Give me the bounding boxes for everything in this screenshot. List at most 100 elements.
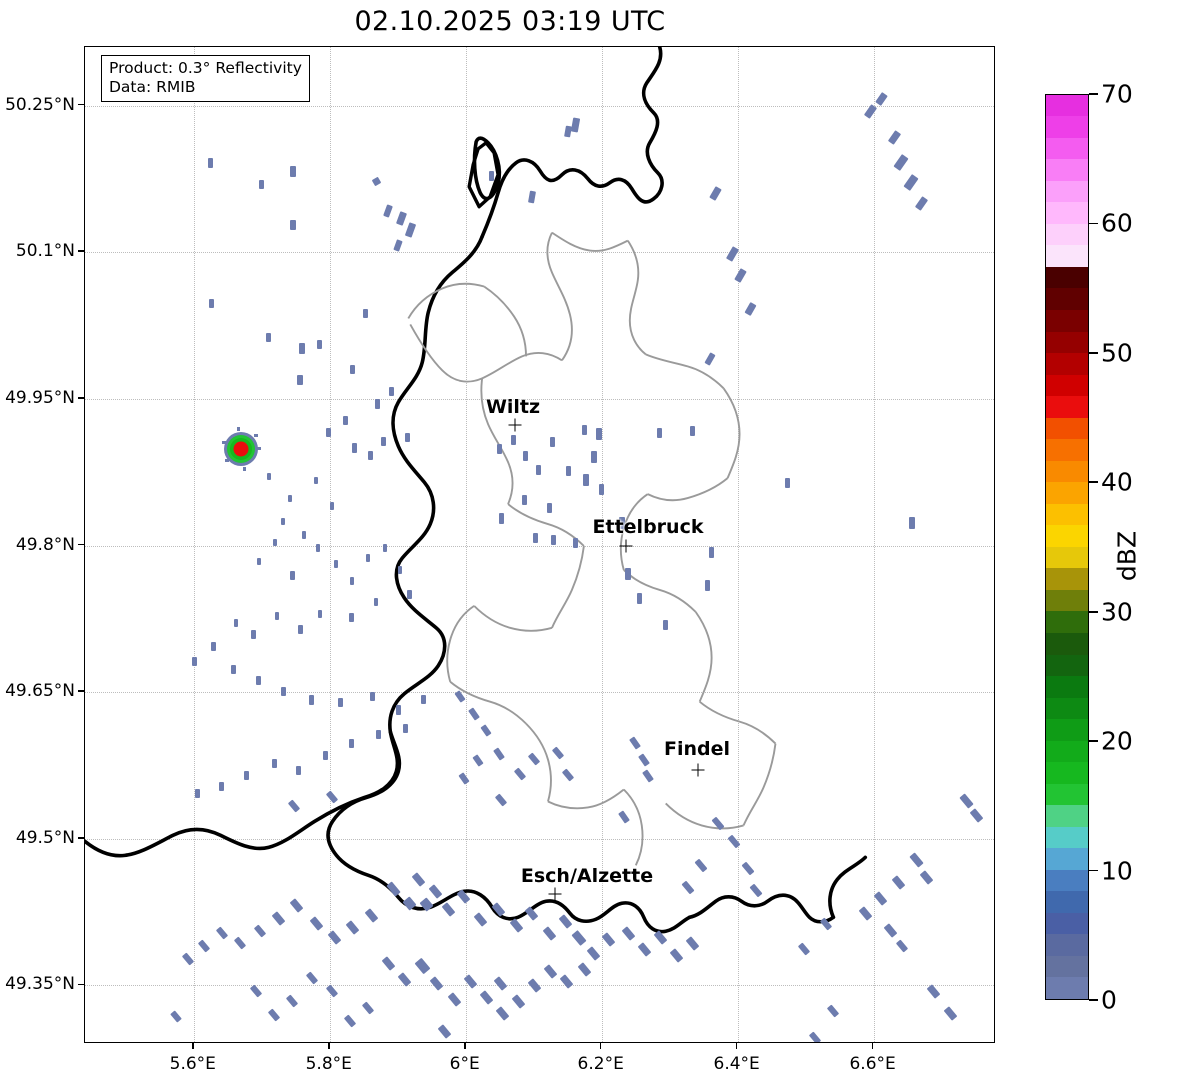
admin-boundary-11 [551,545,585,629]
radar-echo-pixel [267,473,271,480]
radar-echo-pixel [407,590,412,599]
y-axis-tick-label: 49.5°N [15,827,75,848]
colorbar-band [1046,568,1088,590]
colorbar-band [1046,482,1088,504]
radar-echo-pixel [511,435,516,445]
radar-echo-pixel [299,343,305,354]
admin-boundary-3 [551,231,629,252]
admin-boundary-15 [525,722,552,802]
colorbar-band [1046,632,1088,655]
radar-map-plot[interactable]: Wiltz Ettelbruck Findel Esch/Alzette Produc… [84,46,995,1043]
colorbar-band [1046,223,1088,246]
admin-boundary-1 [409,323,563,383]
radar-echo-pixel [551,535,556,545]
radar-echo-pixel [273,539,277,546]
admin-boundary-21 [742,743,777,826]
gridline-vertical [193,47,195,1042]
admin-boundary-6 [722,387,741,479]
x-axis-tick-mark [735,1043,738,1049]
border-west [85,234,484,858]
gridline-vertical [601,47,603,1042]
radar-echo-pixel [381,437,386,446]
colorbar-tick-mark [1089,740,1098,743]
border-southeast [687,893,836,924]
x-axis-tick-mark [463,1043,466,1049]
radar-echo-pixel [596,428,602,440]
radar-echo-pixel [192,657,197,666]
gridline-vertical [465,47,467,1042]
y-axis-tick-label: 50.25°N [5,94,75,115]
radar-echo-pixel [374,598,378,606]
radar-echo-pixel [296,766,301,775]
admin-boundary-17 [623,788,644,866]
city-label-esch-alzette: Esch/Alzette [520,865,654,887]
radar-echo-pixel [690,426,695,436]
radar-echo-pixel [489,171,494,181]
radar-echo-pixel [663,620,668,630]
colorbar-band [1046,977,1088,999]
radar-echo-pixel [350,577,354,585]
radar-echo-pixel [251,630,256,639]
gridline-horizontal [85,692,994,694]
radar-echo-pixel [389,387,394,396]
colorbar-tick-label: 0 [1101,985,1117,1015]
colorbar-tick-mark [1089,999,1098,1001]
colorbar-band [1046,912,1088,935]
radar-echo-pixel [257,558,261,565]
radar-echo-pixel [522,495,527,505]
city-marker-findel [691,763,705,777]
radar-echo-pixel [302,531,306,539]
y-axis-tick-label: 49.95°N [5,387,75,408]
radar-echo-pixel [582,425,587,435]
gridline-horizontal [85,105,994,107]
colorbar-band [1046,740,1088,763]
x-axis-tick-label: 6°E [449,1054,480,1074]
admin-boundary-13 [446,605,475,682]
radar-echo-pixel [398,566,402,574]
radar-echo-pixel [208,158,213,168]
admin-boundary-24 [483,285,527,357]
x-axis-tick-label: 6.4°E [713,1054,760,1074]
radar-echo-pixel [290,166,296,177]
radar-echo-pixel [499,513,504,524]
colorbar-tick-mark [1089,351,1098,354]
admin-boundary-19 [694,611,713,703]
convective-cell-echo [213,421,269,481]
colorbar-band [1046,589,1088,612]
national-border-main [472,136,502,201]
colorbar-band [1046,159,1088,181]
radar-echo-pixel [290,220,296,230]
colorbar-band [1046,783,1088,806]
city-marker-wiltz [508,418,522,432]
colorbar-band [1046,396,1088,418]
gridline-vertical [873,47,875,1042]
y-axis-tick-label: 49.35°N [5,974,75,995]
border-south [326,729,692,934]
city-label-ettelbruck: Ettelbruck [592,516,704,538]
colorbar-tick-mark [1089,481,1098,484]
colorbar-tick-label: 70 [1101,79,1133,109]
colorbar-band [1046,374,1088,397]
colorbar-band [1046,546,1088,569]
radar-echo-pixel [352,443,357,453]
gridline-horizontal [85,838,994,840]
colorbar-tick-mark [1089,869,1098,872]
radar-echo-pixel [275,612,279,620]
radar-echo-pixel [497,444,502,454]
colorbar[interactable] [1045,94,1089,1000]
colorbar-band [1046,288,1088,310]
radar-echo-pixel [909,517,915,529]
radar-echo-pixel [657,428,662,438]
radar-echo-pixel [297,375,303,385]
x-axis-tick-mark [871,1043,874,1049]
radar-echo-pixel [349,739,354,748]
radar-echo-pixel [591,451,597,463]
radar-echo-pixel [396,705,401,715]
x-axis-tick-mark [327,1043,330,1049]
radar-echo-pixel [637,593,642,604]
radar-echo-pixel [195,789,200,798]
admin-boundary-2 [546,232,573,361]
radar-echo-pixel [317,340,322,349]
radar-echo-pixel [368,451,373,460]
colorbar-tick-label: 20 [1101,726,1133,756]
